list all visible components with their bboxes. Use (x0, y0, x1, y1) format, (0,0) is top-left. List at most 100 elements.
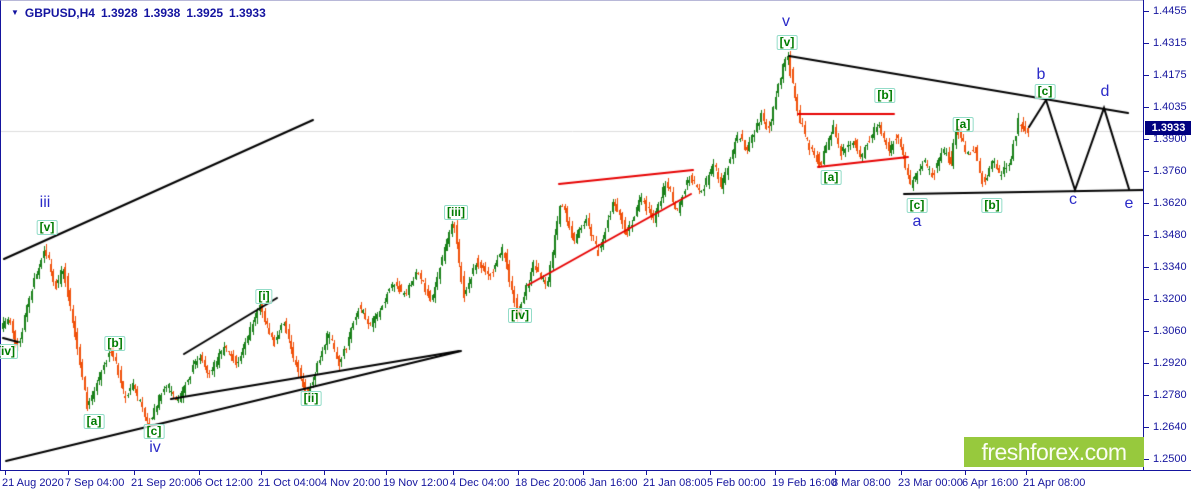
time-axis-tick (775, 471, 776, 475)
price-axis-label: 1.4455 (1153, 5, 1187, 17)
wave-label-green: [b] (981, 198, 1003, 213)
price-axis-tick (1144, 267, 1149, 268)
time-axis-label: 4 Dec 04:00 (450, 477, 510, 489)
price-axis-tick (1144, 427, 1149, 428)
wave-label-green: [c] (906, 198, 928, 213)
time-axis-label: 21 Aug 2020 (2, 477, 64, 489)
time-axis-label: 21 Apr 08:00 (1023, 477, 1086, 489)
price-axis-label: 1.4175 (1153, 69, 1187, 81)
current-price-tag: 1.3933 (1145, 121, 1191, 135)
ohlc-high: 1.3938 (143, 6, 181, 20)
symbol-dropdown-icon[interactable]: ▼ (11, 8, 19, 17)
symbol-title: GBPUSD,H4 (24, 6, 95, 20)
time-axis-label: 6 Apr 16:00 (962, 477, 1019, 489)
time-axis-tick (901, 471, 902, 475)
price-axis-label: 1.3340 (1153, 261, 1187, 273)
time-axis-tick (835, 471, 836, 475)
wave-label-green: [b] (104, 336, 126, 351)
wave-label-blue: iii (39, 194, 51, 211)
price-axis-label: 1.2500 (1153, 453, 1187, 465)
price-axis-tick (1144, 171, 1149, 172)
price-axis-label: 1.3760 (1153, 165, 1187, 177)
wave-label-blue: iv (149, 439, 161, 456)
time-axis-tick (710, 471, 711, 475)
time-axis-label: 7 Sep 04:00 (65, 477, 125, 489)
time-axis-label: 6 Oct 12:00 (196, 477, 253, 489)
time-axis-tick (134, 471, 135, 475)
price-axis-label: 1.4315 (1153, 37, 1187, 49)
watermark-text: freshforex.com (981, 438, 1127, 465)
wave-label-green: [a] (952, 117, 974, 132)
price-axis-tick (1144, 363, 1149, 364)
time-axis-label: 6 Jan 16:00 (580, 477, 638, 489)
time-axis-label: 23 Mar 00:00 (898, 477, 963, 489)
price-axis-tick (1144, 43, 1149, 44)
watermark: freshforex.com (964, 437, 1144, 467)
current-price-value: 1.3933 (1151, 122, 1186, 134)
wave-label-green: [v] (36, 220, 58, 235)
wave-label-blue: a (912, 213, 922, 230)
ohlc-close: 1.3933 (229, 6, 266, 20)
time-axis-tick (324, 471, 325, 475)
wave-label-blue: e (1124, 195, 1134, 212)
wave-label-green: [ii] (300, 391, 322, 406)
wave-label-blue: b (1036, 66, 1046, 83)
time-axis-tick (5, 471, 6, 475)
price-axis-label: 1.3900 (1153, 133, 1187, 145)
time-axis: 21 Aug 2020 7 Sep 04:00 21 Sep 20:00 6 Oct … (0, 470, 1191, 493)
time-axis-tick (261, 471, 262, 475)
time-axis-tick (68, 471, 69, 475)
time-axis-tick (199, 471, 200, 475)
wave-label-green: [c] (1034, 84, 1056, 99)
time-axis-label: 18 Dec 20:00 (515, 477, 581, 489)
price-axis-label: 1.3200 (1153, 293, 1187, 305)
time-axis-tick (453, 471, 454, 475)
price-axis-tick (1144, 203, 1149, 204)
price-axis-tick (1144, 299, 1149, 300)
price-axis-tick (1144, 107, 1149, 108)
price-axis-tick (1144, 75, 1149, 76)
time-axis-tick (646, 471, 647, 475)
price-axis-tick (1144, 11, 1149, 12)
price-axis-label: 1.3480 (1153, 229, 1187, 241)
time-axis-label: 21 Oct 04:00 (258, 477, 321, 489)
chart-header: ▼ GBPUSD,H4 1.3928 1.3938 1.3925 1.3933 (11, 6, 272, 20)
time-axis-label: 5 Feb 00:00 (707, 477, 766, 489)
price-axis-label: 1.3620 (1153, 197, 1187, 209)
ohlc-open: 1.3928 (100, 6, 138, 20)
wave-label-green: [a] (820, 170, 842, 185)
price-axis-tick (1144, 235, 1149, 236)
wave-label-green: [c] (143, 424, 165, 439)
price-axis-label: 1.2780 (1153, 389, 1187, 401)
wave-label-green: [i] (255, 289, 273, 304)
wave-label-green: [iv] (508, 308, 532, 323)
price-axis-tick (1144, 139, 1149, 140)
ohlc-low: 1.3925 (186, 6, 224, 20)
price-axis-tick (1144, 459, 1149, 460)
time-axis-tick (965, 471, 966, 475)
wave-label-green: [a] (83, 414, 105, 429)
wave-label-green: [b] (874, 88, 896, 103)
price-axis-label: 1.4035 (1153, 101, 1187, 113)
price-axis-label: 1.2920 (1153, 357, 1187, 369)
wave-label-green: [v] (776, 35, 798, 50)
time-axis-label: 8 Mar 08:00 (832, 477, 891, 489)
time-axis-label: 21 Jan 08:00 (643, 477, 707, 489)
wave-label-blue: v (782, 13, 790, 30)
time-axis-label: 19 Nov 12:00 (383, 477, 449, 489)
price-axis-label: 1.3060 (1153, 325, 1187, 337)
wave-label-green: [iv] (0, 344, 18, 359)
time-axis-label: 19 Feb 16:00 (772, 477, 837, 489)
wave-label-blue: c (1069, 191, 1077, 208)
price-axis-label: 1.2640 (1153, 421, 1187, 433)
time-axis-tick (1026, 471, 1027, 475)
chart-area[interactable]: ▼ GBPUSD,H4 1.3928 1.3938 1.3925 1.3933 [v] [i… (0, 0, 1144, 471)
price-axis: 1.3933 1.4455 1.4315 1.4175 1.4035 1.3900 1.3… (1143, 0, 1191, 470)
time-axis-tick (583, 471, 584, 475)
price-axis-tick (1144, 395, 1149, 396)
candlestick-chart[interactable] (1, 1, 1144, 471)
time-axis-label: 21 Sep 20:00 (131, 477, 197, 489)
wave-label-green: [iii] (444, 205, 468, 220)
time-axis-label: 4 Nov 20:00 (321, 477, 381, 489)
